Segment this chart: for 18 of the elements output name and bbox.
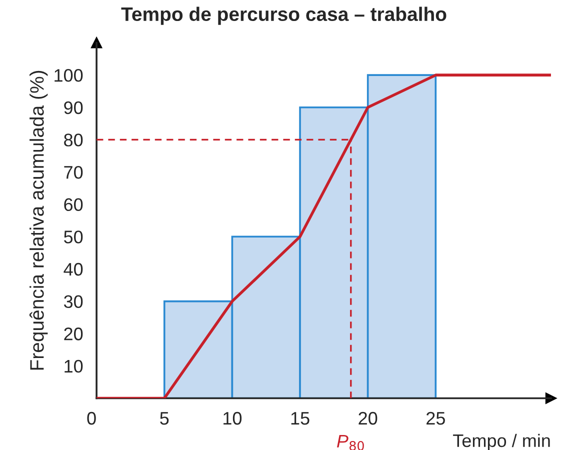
y-tick-label: 10 bbox=[64, 360, 83, 373]
y-tick-label: 20 bbox=[64, 328, 83, 340]
x-tick-label: 0 bbox=[87, 412, 96, 425]
x-tick-label: 20 bbox=[358, 412, 378, 425]
y-tick-label: 40 bbox=[64, 262, 83, 276]
y-tick-label: 30 bbox=[64, 295, 83, 308]
x-tick-label: 10 bbox=[224, 412, 242, 425]
y-tick-label: 70 bbox=[64, 166, 83, 179]
y-axis-title: Frequência relativa acumulada (%) bbox=[30, 70, 48, 370]
y-tick-label: 60 bbox=[64, 198, 83, 212]
y-tick-label: 80 bbox=[64, 134, 83, 146]
y-tick-label: 100 bbox=[54, 69, 83, 82]
y-tick-label: 50 bbox=[64, 230, 83, 244]
y-tick-label: 90 bbox=[64, 101, 83, 114]
x-tick-label: 25 bbox=[426, 412, 445, 425]
x-tick-label: 5 bbox=[160, 412, 169, 425]
x-tick-label: 15 bbox=[291, 412, 310, 425]
chart-title: Tempo de percurso casa – trabalho bbox=[121, 6, 446, 25]
